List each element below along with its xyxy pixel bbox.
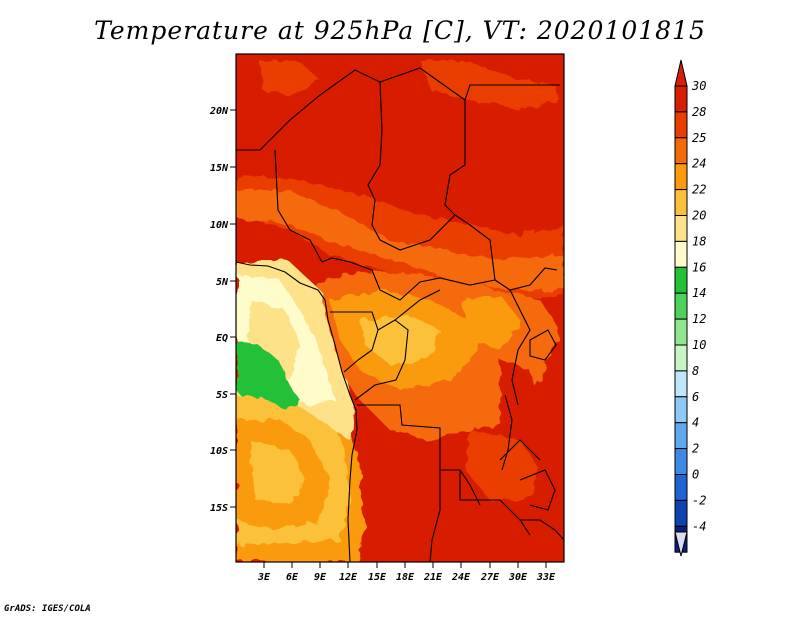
colorbar-label: 2 bbox=[692, 442, 699, 456]
colorbar-label: 14 bbox=[692, 286, 706, 300]
colorbar-label: 18 bbox=[692, 234, 706, 248]
colorbar-box bbox=[674, 215, 688, 242]
colorbar-label: 6 bbox=[692, 390, 699, 404]
colorbar-box bbox=[674, 240, 688, 268]
lon-tick-label: 9E bbox=[314, 572, 327, 583]
colorbar-box bbox=[674, 448, 688, 476]
temperature-field bbox=[236, 54, 564, 562]
colorbar-box bbox=[674, 344, 688, 372]
colorbar-label: 0 bbox=[692, 468, 699, 482]
map-frame bbox=[235, 53, 565, 563]
colorbar-box bbox=[674, 189, 688, 217]
lon-tick-label: 3E bbox=[257, 572, 271, 583]
lat-tick-label: 10N bbox=[210, 220, 229, 231]
lat-tick-label: 15S bbox=[210, 503, 228, 514]
lon-tick-label: 15E bbox=[368, 572, 387, 583]
lat-tick-label: EQ bbox=[216, 333, 228, 344]
colorbar-label: -4 bbox=[692, 519, 706, 533]
lat-tick-label: 5N bbox=[216, 277, 229, 288]
footer-credit: GrADS: IGES/COLA bbox=[4, 604, 91, 614]
lon-axis bbox=[263, 562, 547, 568]
colorbar-top-arrow bbox=[674, 59, 688, 87]
colorbar-box bbox=[674, 474, 688, 501]
colorbar-label: 10 bbox=[692, 338, 706, 352]
colorbar-bottom-arrow bbox=[674, 531, 688, 557]
lon-tick-label: 30E bbox=[508, 572, 528, 583]
lon-tick-label: 12E bbox=[339, 572, 358, 583]
colorbar-label: 25 bbox=[692, 131, 706, 145]
colorbar-label: 28 bbox=[692, 105, 706, 119]
country-borders bbox=[236, 67, 564, 562]
lat-tick-label: 10S bbox=[210, 446, 228, 457]
lat-tick-label: 20N bbox=[209, 106, 229, 117]
lon-tick-label: 24E bbox=[451, 572, 471, 583]
lon-tick-label: 27E bbox=[480, 572, 500, 583]
colorbar-box bbox=[674, 266, 688, 294]
map-title: Temperature at 925hPa [C], VT: 202010181… bbox=[94, 16, 706, 45]
lon-tick-label: 21E bbox=[423, 572, 443, 583]
colorbar-box bbox=[674, 318, 688, 346]
colorbar-label: 22 bbox=[692, 183, 706, 197]
colorbar-label: 16 bbox=[692, 260, 706, 274]
colorbar-label: 8 bbox=[692, 364, 699, 378]
colorbar-label: 4 bbox=[692, 416, 699, 430]
lon-tick-label: 18E bbox=[396, 572, 415, 583]
colorbar-box bbox=[674, 499, 688, 527]
lon-tick-label: 33E bbox=[536, 572, 556, 583]
colorbar-box bbox=[674, 396, 688, 424]
colorbar-label: 20 bbox=[692, 209, 706, 223]
colorbar-box bbox=[674, 85, 688, 113]
lon-tick-label: 6E bbox=[286, 572, 299, 583]
colorbar-label: -2 bbox=[692, 493, 706, 507]
colorbar-label: 30 bbox=[691, 79, 706, 93]
colorbar-box bbox=[674, 111, 688, 139]
colorbar-box bbox=[674, 137, 688, 165]
lat-axis bbox=[230, 109, 236, 508]
colorbar-label: 24 bbox=[692, 157, 706, 171]
colorbar-box bbox=[674, 163, 688, 191]
colorbar-box bbox=[674, 370, 688, 398]
lat-tick-label: 5S bbox=[216, 390, 228, 401]
colorbar-boxes bbox=[674, 85, 688, 553]
colorbar-box bbox=[674, 422, 688, 450]
colorbar-box bbox=[674, 292, 688, 320]
lat-tick-label: 15N bbox=[210, 163, 229, 174]
colorbar-label: 12 bbox=[692, 312, 706, 326]
